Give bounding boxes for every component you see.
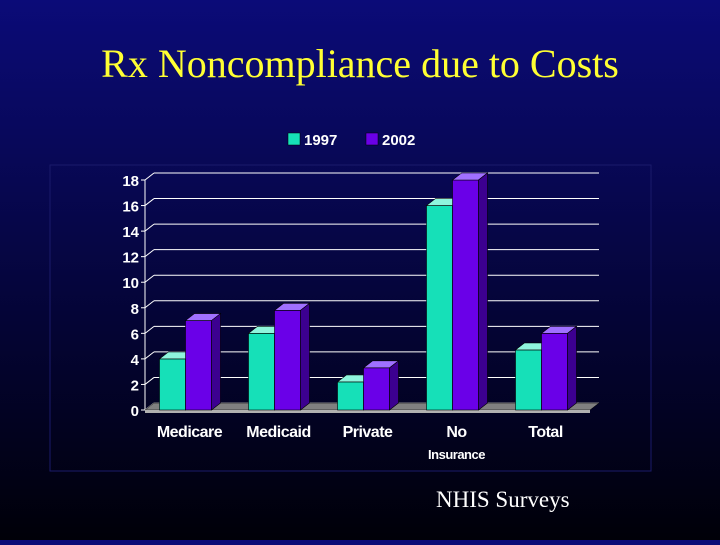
bar-side-2002-2 [389,360,399,411]
bar-1997-0 [159,358,186,411]
chart-frame [49,164,652,472]
x-tick-label: Insurance [428,447,485,462]
legend-label-2002: 2002 [382,132,415,149]
gridline-depth [144,351,155,360]
chart-floor-edge [145,410,590,413]
x-tick-label: Medicaid [246,424,310,441]
y-tick-label: 18 [122,173,139,190]
bar-side-2002-1 [300,302,310,411]
legend-swatch-1997 [287,132,301,146]
slide-title: Rx Noncompliance due to Costs [101,41,619,86]
y-tick-label: 2 [131,377,139,394]
y-tick-label: 6 [131,326,139,343]
gridline-depth [144,249,155,258]
bar-side-2002-0 [211,312,221,411]
bar-1997-2 [337,381,364,411]
y-tick-label: 8 [131,301,139,318]
x-tick-label: No [446,424,467,441]
gridline-depth [144,223,155,232]
bar-side-2002-3 [478,172,488,411]
y-tick-label: 12 [122,250,139,267]
x-tick-label: Private [343,424,393,441]
bar-1997-3 [426,205,453,411]
y-tick-label: 14 [122,224,139,241]
bar-2002-2 [363,367,390,411]
bar-side-2002-4 [567,325,577,411]
y-tick-label: 10 [122,275,139,292]
bar-2002-1 [274,310,301,411]
gridline-depth [144,377,155,385]
gridline-depth [144,300,155,309]
legend-swatch-2002 [365,132,379,146]
x-tick-label: Medicare [157,424,223,441]
bar-2002-4 [541,333,568,411]
gridline-depth [144,274,155,283]
y-tick-label: 0 [131,403,139,420]
bar-2002-0 [185,320,212,411]
bar-1997-4 [515,349,542,411]
gridline-depth [144,172,155,181]
x-tick-label: Total [528,424,563,441]
y-tick-label: 4 [131,352,140,369]
legend-label-1997: 1997 [304,132,337,149]
gridline-depth [144,198,155,206]
bar-1997-1 [248,333,275,411]
bar-2002-3 [452,179,479,411]
y-tick-label: 16 [122,199,139,216]
gridline-depth [144,325,155,334]
source-note: NHIS Surveys [436,487,570,512]
